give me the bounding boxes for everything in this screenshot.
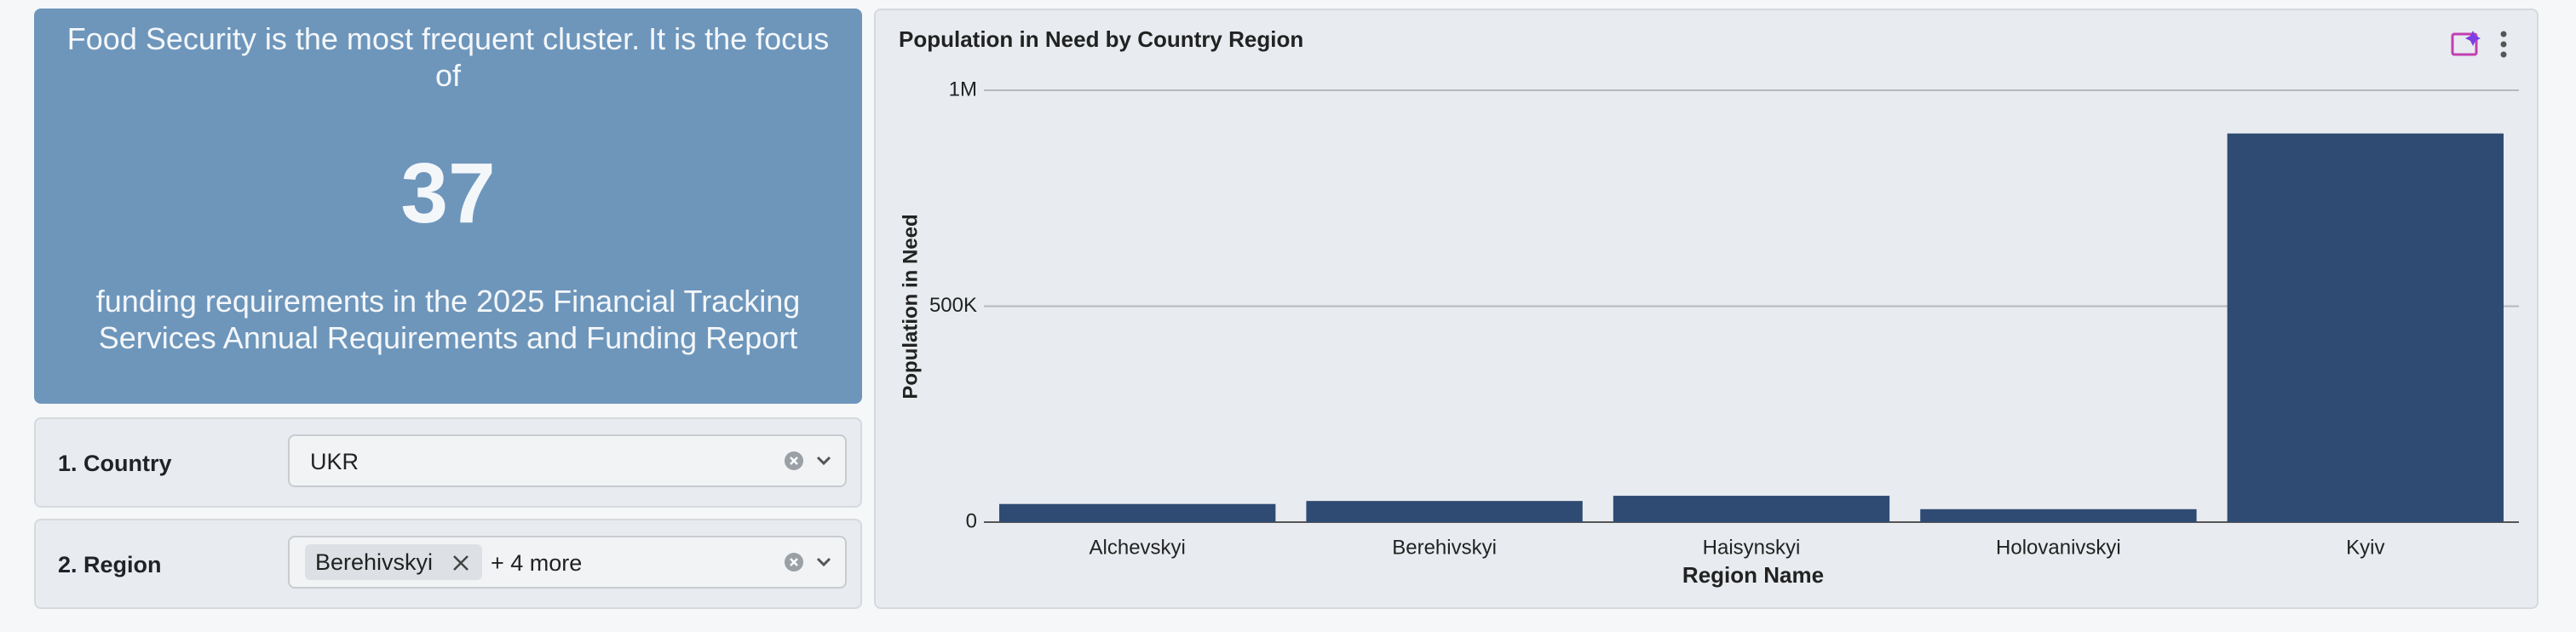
chart-title: Population in Need by Country Region: [899, 26, 1303, 52]
y-axis-title: Population in Need: [899, 214, 922, 399]
bar: [1920, 508, 2197, 522]
x-tick-label: Kyiv: [2346, 536, 2384, 559]
x-tick-label: Berehivskyi: [1392, 536, 1497, 559]
bar: [1613, 496, 1890, 522]
bar: [2227, 133, 2504, 522]
y-tick-label: 1M: [949, 78, 977, 101]
kpi-card: Food Security is the most frequent clust…: [34, 9, 862, 404]
filter-label: 2. Region: [58, 552, 162, 577]
x-tick-label: Alchevskyi: [1090, 536, 1186, 559]
bar: [999, 503, 1276, 522]
filter-label: 1. Country: [58, 451, 172, 476]
chart: Population in Need by Country Region Pop…: [874, 9, 2539, 609]
kpi-text: funding requirements in the 2025 Financi…: [95, 284, 801, 355]
chart-actions[interactable]: [2451, 31, 2507, 58]
filter: 1. Country UKR: [34, 417, 862, 508]
x-tick-label: Haisynskyi: [1703, 536, 1801, 559]
kpi-text: Food Security is the most frequent clust…: [66, 21, 830, 93]
select-value: UKR: [310, 449, 359, 474]
chip-remove[interactable]: [451, 554, 470, 572]
kpi-value: 37: [400, 146, 496, 241]
select-icons: [785, 553, 831, 572]
y-tick-label: 0: [966, 509, 977, 532]
chip: Berehivskyi: [305, 544, 483, 580]
x-tick-label: Holovanivskyi: [1996, 536, 2121, 559]
select[interactable]: UKR: [288, 434, 847, 487]
chip-text: Berehivskyi: [315, 549, 434, 575]
select-icons: [785, 451, 831, 470]
select[interactable]: Berehivskyi + 4 more: [288, 536, 847, 589]
more-count: + 4 more: [491, 550, 583, 576]
y-tick-label: 500K: [929, 294, 977, 317]
filter: 2. Region Berehivskyi + 4 more: [34, 519, 862, 609]
bar: [1306, 501, 1583, 522]
x-axis-title: Region Name: [1682, 562, 1824, 588]
